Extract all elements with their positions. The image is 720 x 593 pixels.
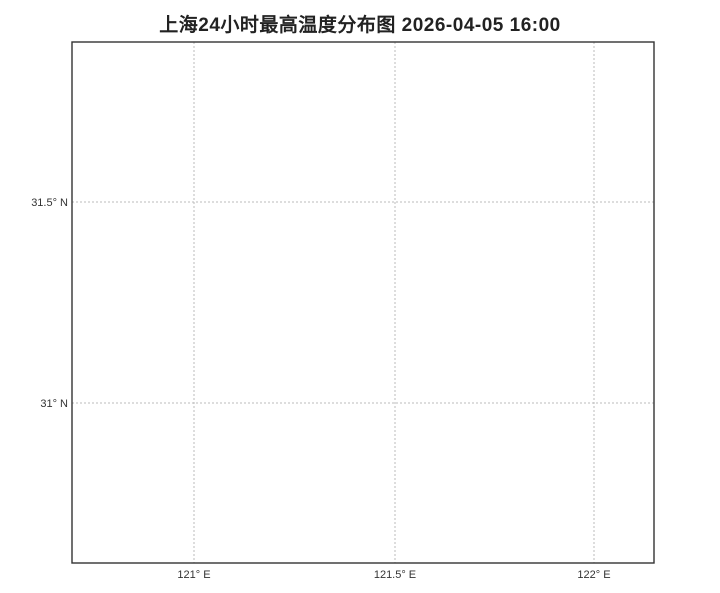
svg-text:31° N: 31° N: [40, 398, 68, 410]
svg-text:122° E: 122° E: [577, 569, 610, 581]
svg-text:121° E: 121° E: [177, 569, 210, 581]
svg-text:121.5° E: 121.5° E: [374, 569, 416, 581]
svg-text:31.5° N: 31.5° N: [31, 197, 68, 209]
